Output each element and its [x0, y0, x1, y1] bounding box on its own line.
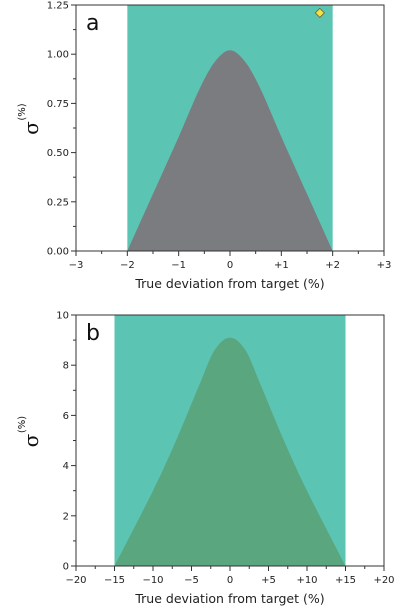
- y-tick-label: 1.25: [47, 1, 69, 12]
- x-tick-label: +20: [373, 575, 394, 586]
- x-tick-label: +3: [377, 260, 392, 271]
- x-tick-label: −2: [120, 260, 135, 271]
- panel-a: −3 −2 −1 0 +1 +2 +3 0.00 0.25 0.50 0.75 1.00 1.25 Tru…: [17, 1, 391, 292]
- x-tick-label: +15: [335, 575, 356, 586]
- y-tick-label: 0.25: [47, 197, 69, 208]
- y-tick-label: 0.75: [47, 99, 69, 110]
- y-axis-unit: (%): [17, 416, 28, 433]
- x-tick-label: 0: [227, 575, 233, 586]
- x-tick-label: +2: [325, 260, 340, 271]
- y-tick-label: 1.00: [47, 50, 69, 61]
- y-axis-unit: (%): [17, 103, 28, 120]
- sigma-curve-area: [127, 50, 333, 251]
- x-tick-label: +1: [274, 260, 289, 271]
- x-tick-label: 0: [227, 260, 233, 271]
- diamond-marker: [314, 7, 325, 18]
- x-tick-label: +10: [296, 575, 317, 586]
- y-tick-label: 0.00: [47, 247, 69, 258]
- y-tick-label: 10: [56, 311, 69, 322]
- y-tick-label: 8: [63, 361, 69, 372]
- y-axis-title: σ(%): [17, 416, 43, 448]
- panel-label: a: [86, 11, 99, 36]
- y-tick-label: 4: [63, 461, 69, 472]
- panel-b: −20 −15 −10 −5 0 +5 +10 +15 +20 0 2 4 6 8 10 True devia…: [17, 311, 395, 607]
- y-tick-label: 0: [63, 562, 69, 573]
- y-tick-label: 2: [63, 511, 69, 522]
- y-axis-sigma: σ: [19, 433, 43, 447]
- x-tick-label: +5: [261, 575, 276, 586]
- x-tick-label: −15: [104, 575, 125, 586]
- y-axis-sigma: σ: [19, 121, 43, 135]
- x-axis-title: True deviation from target (%): [134, 276, 324, 291]
- y-axis-title: σ(%): [17, 103, 43, 135]
- x-axis-title: True deviation from target (%): [134, 591, 324, 606]
- x-tick-label: −20: [65, 575, 86, 586]
- panel-label: b: [86, 321, 100, 346]
- y-tick-label: 6: [63, 411, 69, 422]
- x-tick-label: −3: [69, 260, 84, 271]
- x-tick-label: −5: [184, 575, 199, 586]
- x-tick-label: −1: [171, 260, 186, 271]
- x-tick-label: −10: [142, 575, 163, 586]
- y-tick-label: 0.50: [47, 148, 69, 159]
- sigma-curve-area: [114, 337, 346, 566]
